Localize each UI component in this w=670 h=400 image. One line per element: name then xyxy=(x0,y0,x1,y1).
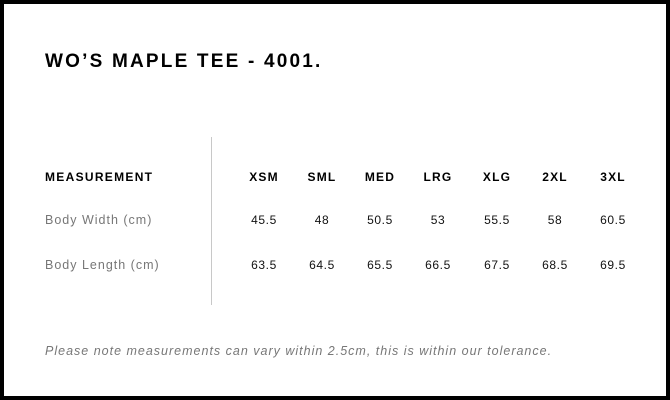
size-header-3xl: 3XL xyxy=(600,170,626,184)
measurement-value: 64.5 xyxy=(309,258,335,272)
measurement-value: 58 xyxy=(547,213,563,227)
measurement-value: 48 xyxy=(314,213,330,227)
size-header-xsm: XSM xyxy=(249,170,279,184)
measurement-value: 69.5 xyxy=(600,258,626,272)
measurement-value: 60.5 xyxy=(600,213,626,227)
size-header-lrg: LRG xyxy=(423,170,453,184)
measurement-value: 53 xyxy=(430,213,446,227)
size-header-med: MED xyxy=(364,170,396,184)
measurement-value: 63.5 xyxy=(251,258,277,272)
column-divider xyxy=(211,137,212,305)
measurement-value: 68.5 xyxy=(542,258,568,272)
row-label: Body Length (cm) xyxy=(45,258,160,272)
size-header-xlg: XLG xyxy=(482,170,512,184)
size-header-2xl: 2XL xyxy=(542,170,568,184)
product-title: WO’S MAPLE TEE - 4001. xyxy=(45,51,323,72)
row-label: Body Width (cm) xyxy=(45,213,153,227)
measurement-value: 55.5 xyxy=(484,213,510,227)
measurement-value: 50.5 xyxy=(367,213,393,227)
measurement-value: 67.5 xyxy=(484,258,510,272)
measurement-value: 45.5 xyxy=(251,213,277,227)
tolerance-note: Please note measurements can vary within… xyxy=(45,344,553,358)
measurement-value: 65.5 xyxy=(367,258,393,272)
size-header-sml: SML xyxy=(307,170,337,184)
measurement-header: MEASUREMENT xyxy=(45,170,154,184)
measurement-value: 66.5 xyxy=(425,258,451,272)
